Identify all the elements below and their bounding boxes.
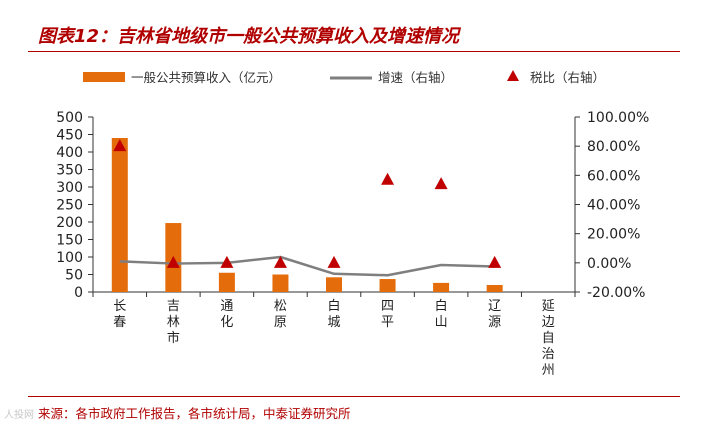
legend-label-revenue: 一般公共预算收入（亿元）: [131, 70, 281, 85]
x-category-label: 辽源: [488, 299, 501, 330]
y-left-tick-label: 450: [56, 128, 83, 144]
watermark: 人投网: [4, 410, 34, 421]
y-left-tick-label: 0: [74, 285, 83, 301]
x-category-label: 通化: [220, 299, 233, 330]
tax-ratio-marker-白山: [434, 177, 448, 190]
growth-line: [119, 255, 495, 277]
y-right-tick-label: -20.00%: [587, 285, 645, 301]
legend-bar-swatch: [83, 72, 125, 82]
y-right-tick-label: 100.00%: [587, 110, 649, 126]
y-left-tick-label: 400: [56, 145, 83, 161]
y-left-tick-label: 50: [65, 268, 83, 284]
y-left-tick-label: 300: [56, 180, 83, 196]
x-category-label: 松原: [274, 299, 287, 330]
y-left-tick-label: 200: [56, 215, 83, 231]
bar-通化: [218, 272, 235, 292]
y-right-tick-label: 0.00%: [587, 256, 631, 272]
bar-松原: [272, 274, 289, 292]
source-note: 来源：各市政府工作报告，各市统计局，中泰证券研究所: [38, 406, 351, 421]
y-left-tick-label: 350: [56, 163, 83, 179]
x-category-label: 吉林市: [167, 299, 180, 346]
y-left-tick-label: 150: [56, 233, 83, 249]
legend-label-growth: 增速（右轴）: [378, 70, 453, 85]
y-right-tick-label: 20.00%: [587, 227, 640, 243]
y-left-tick-label: 100: [56, 250, 83, 266]
y-left-tick-label: 250: [56, 198, 83, 214]
tax-ratio-marker-吉林市: [166, 255, 180, 268]
legend-label-tax-ratio: 税比（右轴）: [530, 70, 605, 85]
tax-ratio-marker-辽源: [488, 255, 502, 268]
y-left-tick-label: 500: [56, 110, 83, 126]
legend: 一般公共预算收入（亿元） 增速（右轴） 税比（右轴）: [83, 70, 605, 85]
tax-ratio-marker-四平: [381, 172, 395, 185]
y-right-tick-label: 60.00%: [587, 168, 640, 184]
y-right-tick-label: 40.00%: [587, 198, 640, 214]
bar-长春: [111, 138, 128, 292]
x-category-label: 白山: [435, 298, 448, 330]
x-category-label: 长春: [113, 299, 126, 330]
bar-白山: [433, 282, 450, 292]
bar-白城: [326, 277, 342, 292]
bar-四平: [379, 279, 396, 292]
y-right-tick-label: 80.00%: [587, 139, 640, 155]
x-category-label: 延边自治州: [542, 299, 555, 378]
tax-ratio-marker-长春: [113, 139, 127, 152]
title-divider: [28, 51, 680, 52]
tax-ratio-marker-白城: [327, 255, 341, 268]
chart-title: 图表12：吉林省地级市一般公共预算收入及增速情况: [38, 26, 460, 47]
x-category-label: 白城: [327, 298, 340, 330]
source-divider: [28, 396, 680, 397]
x-category-label: 四平: [381, 299, 394, 330]
tax-ratio-marker-通化: [220, 255, 234, 268]
bar-辽源: [486, 285, 503, 292]
legend-triangle-swatch: [507, 70, 519, 81]
tax-ratio-marker-松原: [273, 255, 287, 268]
